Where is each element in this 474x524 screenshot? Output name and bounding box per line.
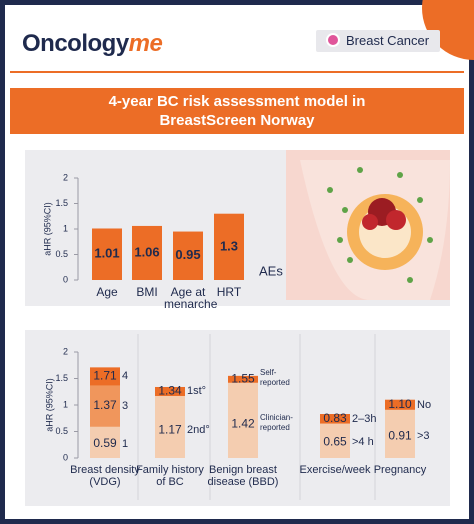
value-label: 1.37: [93, 398, 117, 412]
brand-accent: me: [128, 30, 163, 57]
y-tick-label: 0: [63, 274, 68, 284]
y-tick-label: 1: [63, 399, 68, 409]
bar: [90, 426, 120, 458]
bar: [173, 231, 203, 280]
y-tick-label: 2: [63, 346, 68, 356]
y-tick-label: 1: [63, 223, 68, 233]
value-label: 1.55: [231, 371, 255, 385]
level-label: Clinician-reported: [260, 413, 293, 433]
value-label: 1.3: [220, 238, 238, 253]
y-axis-label: aHR (95%CI): [44, 378, 54, 432]
value-label: 0.65: [323, 435, 347, 449]
title-line: BreastScreen Norway: [159, 112, 315, 129]
bar: [132, 225, 162, 280]
title: 4-year BC risk assessment model in Breas…: [10, 88, 464, 134]
value-label: 1.06: [134, 244, 159, 259]
y-tick-label: 1.5: [55, 198, 68, 208]
level-label: 3: [122, 400, 129, 413]
value-label: 0.91: [388, 428, 412, 442]
group-label: Benign breast disease (BBD): [207, 464, 279, 488]
y-tick-label: 0.5: [55, 426, 68, 436]
level-label: 2–3h: [352, 412, 377, 425]
value-label: 0.95: [175, 247, 200, 262]
tag-text: Breast Cancer: [346, 33, 430, 48]
y-tick-label: 2: [63, 172, 68, 182]
tag: Breast Cancer: [316, 30, 440, 52]
title-line: 4-year BC risk assessment model in: [108, 93, 366, 110]
level-label: 1: [122, 437, 129, 450]
level-label: No: [417, 398, 432, 411]
value-label: 1.42: [231, 416, 255, 430]
value-label: 1.01: [94, 246, 119, 261]
y-tick-label: 0: [63, 452, 68, 462]
x-tick-label: Age at menarche: [164, 285, 218, 311]
value-label: 1.10: [388, 397, 412, 411]
y-axis-label: aHR (95%CI): [42, 202, 52, 256]
group-label: Breast density (VDG): [70, 464, 140, 488]
brand-name: Oncology: [22, 30, 129, 57]
group-label: Pregnancy: [373, 464, 427, 476]
level-label: 2nd°: [187, 424, 210, 437]
breast-illustration: [286, 150, 450, 300]
y-tick-label: 0.5: [55, 249, 68, 259]
y-tick-label: 1.5: [55, 373, 68, 383]
corner-circle: [422, 0, 474, 60]
group-dividers: [137, 334, 376, 500]
level-label: 4: [122, 370, 129, 383]
value-label: 1.34: [158, 384, 182, 398]
x-tick-label: BMI: [136, 285, 158, 299]
level-label: >4 h: [352, 436, 374, 449]
value-label: 1.17: [158, 422, 182, 436]
bar: [214, 213, 244, 280]
bar: [92, 228, 122, 280]
value-label: 0.83: [323, 411, 347, 425]
brand: Oncologyme: [22, 30, 163, 58]
bar: [155, 395, 185, 458]
bar: [320, 423, 350, 458]
x-tick-label: HRT: [216, 285, 242, 299]
level-label: 1st°: [187, 385, 207, 398]
group-label: Family history of BC: [136, 464, 204, 488]
x-tick-label: Age: [96, 285, 118, 299]
annotation: AEs: [259, 263, 283, 278]
value-label: 1.71: [93, 369, 117, 383]
bar: [228, 382, 258, 458]
level-label: >3: [417, 430, 430, 443]
level-label: Self-reported: [260, 368, 290, 388]
bar: [385, 409, 415, 458]
value-label: 0.59: [93, 436, 117, 450]
group-label: Exercise/week: [299, 464, 371, 476]
